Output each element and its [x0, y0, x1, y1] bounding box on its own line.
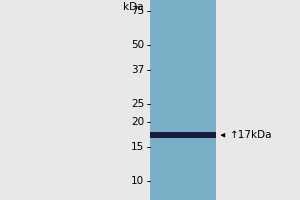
- Bar: [150, 132, 216, 138]
- Text: 75: 75: [131, 6, 144, 16]
- Text: ↑17kDa: ↑17kDa: [230, 130, 272, 140]
- Bar: [150, 0, 216, 200]
- Text: 25: 25: [131, 99, 144, 109]
- Text: 20: 20: [131, 117, 144, 127]
- Text: 10: 10: [131, 176, 144, 186]
- Text: 50: 50: [131, 40, 144, 50]
- Text: kDa: kDa: [124, 2, 144, 12]
- Text: 37: 37: [131, 65, 144, 75]
- Text: 15: 15: [131, 142, 144, 152]
